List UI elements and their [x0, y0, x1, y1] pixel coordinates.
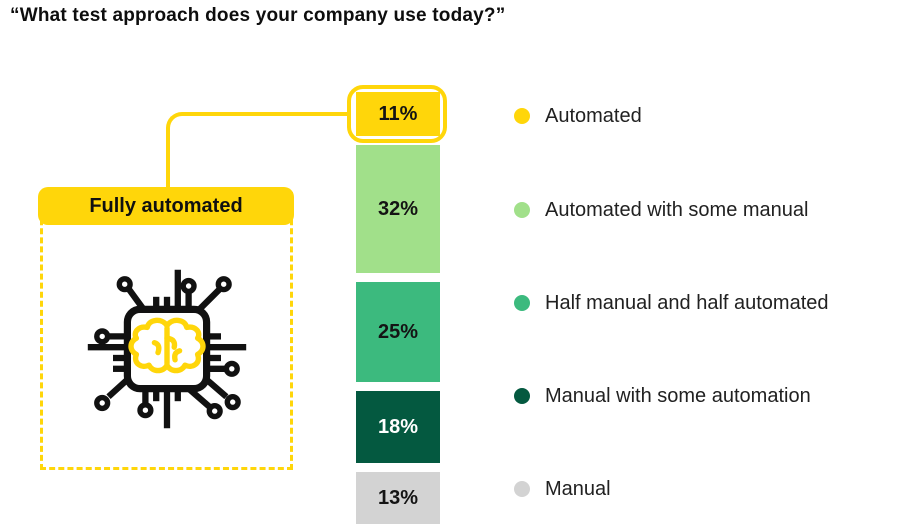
legend-dot	[514, 481, 530, 497]
legend-label: Half manual and half automated	[545, 291, 829, 314]
legend-dot	[514, 108, 530, 124]
stacked-bar: 11% 32% 25% 18% 13%	[356, 92, 440, 524]
segment-value-label: 11%	[378, 102, 418, 125]
segment-value-label: 32%	[377, 197, 419, 220]
segment-value-label: 25%	[377, 320, 419, 343]
legend-label: Manual with some automation	[545, 384, 811, 407]
legend-label: Manual	[545, 477, 611, 500]
legend-dot	[514, 388, 530, 404]
callout-connector-line	[166, 112, 351, 192]
highlight-outline	[347, 85, 447, 143]
bar-segment-manual[interactable]: 13%	[356, 472, 440, 524]
legend-dot	[514, 202, 530, 218]
legend-label: Automated	[545, 104, 642, 127]
segment-value-label: 18%	[377, 415, 419, 438]
legend-item-automated-some-manual: Automated with some manual	[514, 196, 808, 224]
bar-segment-manual-some-automation[interactable]: 18%	[356, 391, 440, 463]
chart-title: “What test approach does your company us…	[10, 5, 506, 26]
bar-segment-automated[interactable]: 11%	[356, 92, 440, 136]
legend-item-manual-some-automation: Manual with some automation	[514, 382, 811, 410]
legend-dot	[514, 295, 530, 311]
bar-segment-automated-some-manual[interactable]: 32%	[356, 145, 440, 273]
legend-item-manual: Manual	[514, 475, 611, 503]
chip-brain-icon	[87, 269, 247, 429]
segment-value-label: 13%	[377, 486, 419, 509]
bar-segment-half-half[interactable]: 25%	[356, 282, 440, 382]
callout-label: Fully automated	[38, 187, 294, 225]
legend-label: Automated with some manual	[545, 198, 809, 221]
legend-item-half-half: Half manual and half automated	[514, 289, 829, 317]
legend-item-automated: Automated	[514, 102, 642, 130]
